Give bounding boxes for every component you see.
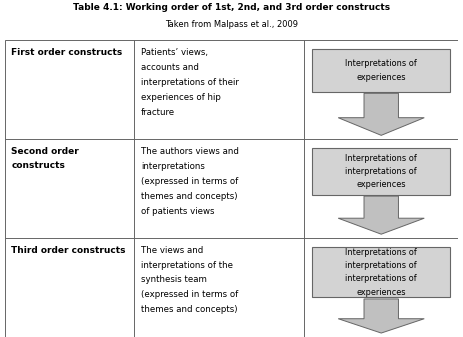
Polygon shape: [338, 299, 424, 333]
Bar: [312, 148, 450, 195]
Text: Patients’ views,
accounts and
interpretations of their
experiences of hip
fractu: Patients’ views, accounts and interpreta…: [141, 48, 238, 117]
Text: Interpretations of
interpretations of
interpretations of
experiences: Interpretations of interpretations of in…: [345, 248, 417, 297]
Polygon shape: [338, 196, 424, 234]
Text: First order constructs: First order constructs: [12, 48, 123, 57]
Text: Taken from Malpass et al., 2009: Taken from Malpass et al., 2009: [165, 20, 298, 29]
Text: Table 4.1: Working order of 1st, 2nd, and 3rd order constructs: Table 4.1: Working order of 1st, 2nd, an…: [73, 3, 390, 12]
Text: Interpretations of
interpretations of
experiences: Interpretations of interpretations of ex…: [345, 154, 417, 189]
Polygon shape: [338, 93, 424, 135]
Text: Interpretations of
experiences: Interpretations of experiences: [345, 60, 417, 82]
Bar: [312, 49, 450, 92]
Text: Third order constructs: Third order constructs: [12, 246, 126, 254]
Text: The authors views and
interpretations
(expressed in terms of
themes and concepts: The authors views and interpretations (e…: [141, 147, 238, 215]
Text: The views and
interpretations of the
synthesis team
(expressed in terms of
theme: The views and interpretations of the syn…: [141, 246, 238, 314]
Bar: [312, 247, 450, 298]
Text: Second order
constructs: Second order constructs: [12, 147, 79, 170]
